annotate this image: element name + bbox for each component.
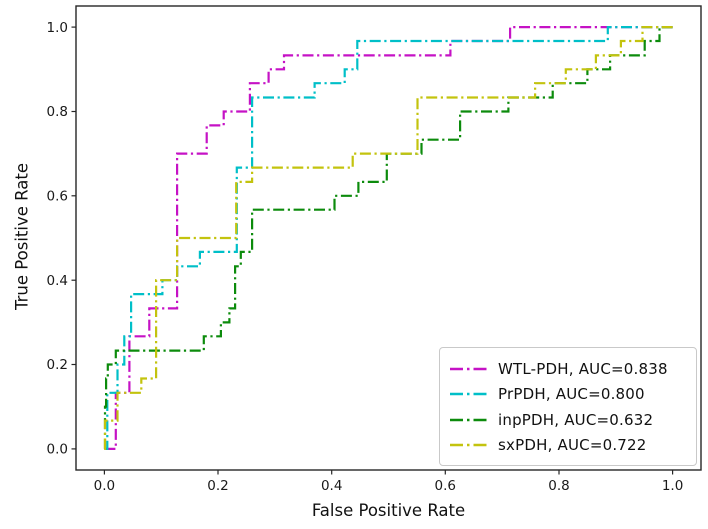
x-axis-label: False Positive Rate (311, 501, 466, 520)
y-tick-label: 0.4 (47, 273, 68, 289)
legend-entry-prpdh: PrPDH, AUC=0.800 (449, 382, 687, 407)
y-tick-label: 0.0 (47, 442, 68, 458)
legend-label: PrPDH, AUC=0.800 (498, 385, 645, 404)
legend-label: inpPDH, AUC=0.632 (498, 410, 654, 429)
roc-curve-sxpdh (103, 26, 673, 450)
legend-entry-wtl-pdh: WTL-PDH, AUC=0.838 (449, 356, 687, 381)
x-tick-label: 0.0 (94, 478, 115, 494)
roc-curve-wtl-pdh (104, 26, 673, 450)
legend-line-sample (450, 367, 488, 370)
y-tick-label: 0.6 (47, 189, 68, 205)
y-tick-label: 0.8 (47, 104, 68, 120)
legend-line-sample (450, 392, 488, 396)
legend-entry-sxpdh: sxPDH, AUC=0.722 (449, 433, 687, 458)
legend-label: WTL-PDH, AUC=0.838 (498, 359, 668, 378)
roc-curve-inppdh (103, 26, 673, 450)
y-tick-label: 1.0 (47, 20, 68, 36)
legend-label: sxPDH, AUC=0.722 (498, 436, 647, 455)
y-axis-label: True Positive Rate (12, 163, 32, 310)
y-tick-label: 0.2 (47, 357, 68, 373)
legend-line-sample (450, 444, 488, 447)
legend-line-sample (450, 418, 488, 422)
x-tick-label: 0.6 (435, 478, 456, 494)
legend: WTL-PDH, AUC=0.838 PrPDH, AUC=0.800 inpPDH… (439, 347, 697, 466)
x-tick-label: 0.8 (548, 478, 569, 494)
plot-frame (75, 5, 702, 471)
x-tick-label: 1.0 (662, 478, 683, 494)
x-tick-label: 0.2 (207, 478, 228, 494)
x-tick-label: 0.4 (321, 478, 342, 494)
legend-entry-inppdh: inpPDH, AUC=0.632 (449, 407, 687, 432)
